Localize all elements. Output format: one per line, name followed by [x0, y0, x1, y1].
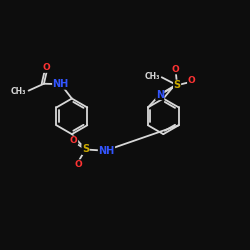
Text: O: O [188, 76, 195, 85]
Text: O: O [42, 64, 50, 72]
Text: O: O [70, 136, 78, 145]
Text: O: O [172, 65, 180, 74]
Text: NH: NH [52, 79, 69, 89]
Text: CH₃: CH₃ [11, 87, 26, 96]
Text: S: S [82, 144, 89, 154]
Text: S: S [174, 80, 181, 90]
Text: NH: NH [98, 146, 114, 156]
Text: N: N [156, 90, 164, 100]
Text: CH₃: CH₃ [145, 72, 160, 81]
Text: O: O [74, 160, 82, 169]
